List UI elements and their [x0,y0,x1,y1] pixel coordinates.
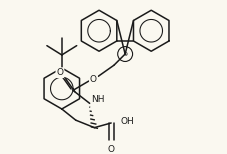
Text: OH: OH [121,117,134,126]
Text: 9: 9 [123,52,127,57]
Text: NH: NH [92,95,105,104]
Text: O: O [90,75,97,84]
Text: O: O [57,68,63,77]
Text: O: O [108,145,115,154]
